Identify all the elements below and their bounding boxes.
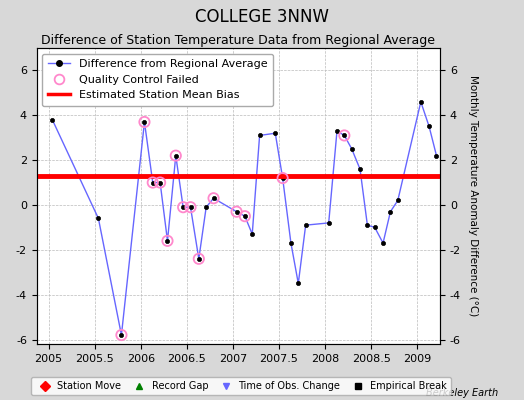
- Point: [278, 175, 287, 181]
- Point: [163, 238, 172, 244]
- Point: [117, 332, 126, 338]
- Point: [232, 208, 241, 215]
- Text: COLLEGE 3NNW: COLLEGE 3NNW: [195, 8, 329, 26]
- Text: Berkeley Earth: Berkeley Earth: [425, 388, 498, 398]
- Point: [171, 152, 180, 159]
- Legend: Station Move, Record Gap, Time of Obs. Change, Empirical Break: Station Move, Record Gap, Time of Obs. C…: [31, 377, 451, 395]
- Y-axis label: Monthly Temperature Anomaly Difference (°C): Monthly Temperature Anomaly Difference (…: [468, 75, 478, 317]
- Title: Difference of Station Temperature Data from Regional Average: Difference of Station Temperature Data f…: [41, 34, 435, 47]
- Point: [179, 204, 188, 210]
- Point: [140, 119, 149, 125]
- Point: [156, 179, 165, 186]
- Point: [194, 256, 203, 262]
- Point: [149, 179, 157, 186]
- Point: [187, 204, 195, 210]
- Point: [241, 213, 249, 219]
- Legend: Difference from Regional Average, Quality Control Failed, Estimated Station Mean: Difference from Regional Average, Qualit…: [42, 54, 273, 106]
- Point: [210, 195, 218, 202]
- Point: [340, 132, 348, 139]
